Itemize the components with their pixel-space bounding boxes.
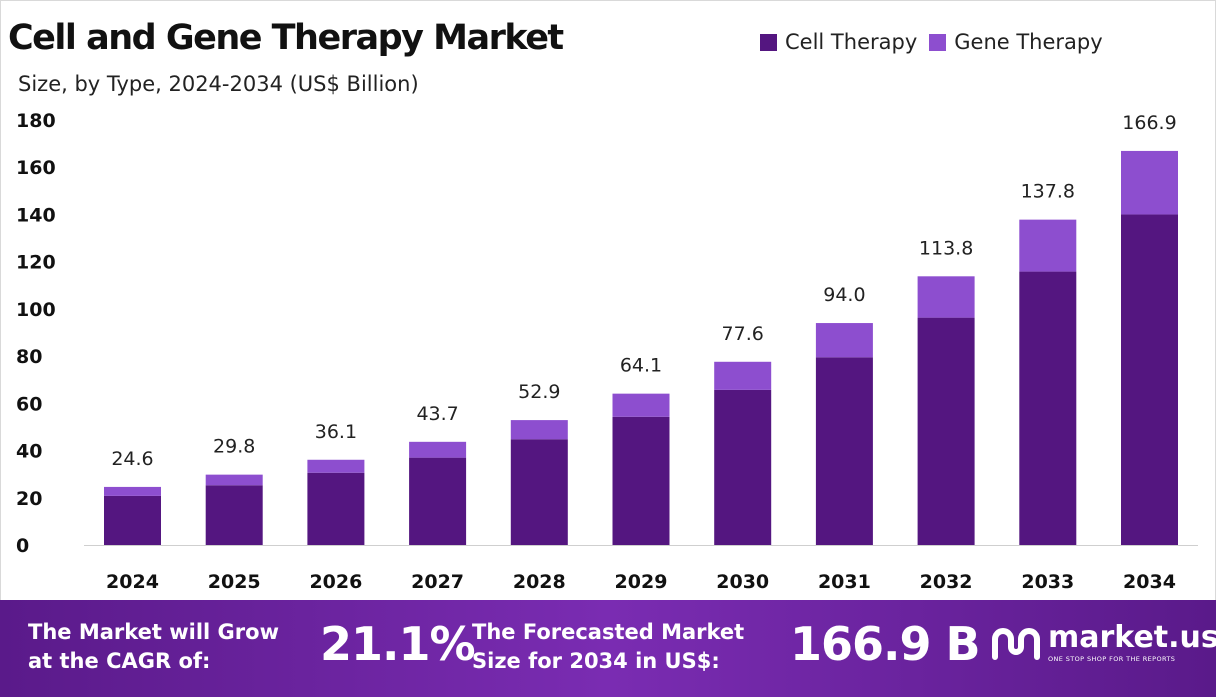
x-tick-label: 2032 [920,571,973,593]
logo-tagline: ONE STOP SHOP FOR THE REPORTS [1048,655,1176,663]
bar-cell-therapy [917,317,975,545]
chart-subtitle: Size, by Type, 2024-2034 (US$ Billion) [18,72,419,96]
x-tick-label: 2033 [1021,571,1074,593]
bar-gene-therapy [104,486,161,496]
forecast-label: The Forecasted Market Size for 2034 in U… [472,618,744,676]
y-tick-label: 180 [16,110,56,132]
bar-gene-therapy [1019,219,1077,272]
forecast-value: 166.9 B [790,617,981,671]
x-tick-label: 2024 [106,571,159,593]
bar-cell-therapy [714,389,772,545]
legend-label-gene-therapy: Gene Therapy [954,30,1103,54]
x-tick-label: 2028 [513,571,566,593]
bar-total-label: 94.0 [823,284,865,306]
bar-gene-therapy [612,393,670,417]
bar-cell-therapy [1019,271,1077,545]
cagr-value: 21.1% [320,617,476,671]
bar-cell-therapy [104,495,161,545]
y-tick-label: 160 [16,157,56,179]
bar-total-label: 43.7 [416,403,458,425]
footer-banner: The Market will Grow at the CAGR of: 21.… [0,600,1216,697]
bar-total-label: 36.1 [315,421,357,443]
y-tick-label: 60 [16,393,42,415]
legend-item-gene-therapy: Gene Therapy [929,30,1103,54]
forecast-label-line2: Size for 2034 in US$: [472,649,720,673]
forecast-label-line1: The Forecasted Market [472,620,745,644]
y-tick-label: 140 [16,204,56,226]
bar-gene-therapy [307,459,365,473]
bar-gene-therapy [917,276,975,318]
bar-total-label: 77.6 [722,323,764,345]
bar-cell-therapy [510,439,568,545]
y-tick-label: 80 [16,346,42,368]
logo-name: market.us [1048,620,1216,655]
x-tick-label: 2030 [716,571,769,593]
x-tick-label: 2026 [309,571,362,593]
y-tick-label: 40 [16,441,42,463]
bar-cell-therapy [1121,214,1178,545]
market-us-logo: market.us ONE STOP SHOP FOR THE REPORTS [990,622,1216,663]
bar-cell-therapy [612,416,670,545]
bar-cell-therapy [307,472,365,545]
market-us-logo-icon [992,627,1040,660]
bar-gene-therapy [1121,150,1178,215]
legend-item-cell-therapy: Cell Therapy [760,30,917,54]
bar-total-label: 137.8 [1021,181,1075,203]
chart-title: Cell and Gene Therapy Market [8,18,564,58]
legend-swatch-gene-therapy [929,33,947,51]
bar-gene-therapy [409,441,467,458]
stacked-bar-chart: 0 20 40 60 80 100 120 140 160 180 24.6 2024 29.8 2025… [16,110,1198,593]
y-tick-label: 100 [16,299,56,321]
bar-cell-therapy [815,357,873,545]
bar-cell-therapy [205,485,263,545]
chart-legend: Cell Therapy Gene Therapy [760,30,1115,54]
y-tick-label: 0 [16,535,29,557]
bar-total-label: 24.6 [111,448,153,470]
bar-gene-therapy [815,323,873,358]
x-tick-label: 2029 [615,571,668,593]
bar-total-label: 113.8 [919,237,973,259]
bar-total-label: 64.1 [620,355,662,377]
cagr-label: The Market will Grow at the CAGR of: [28,618,279,676]
bar-total-label: 52.9 [518,381,560,403]
cagr-label-line2: at the CAGR of: [28,649,211,673]
cagr-label-line1: The Market will Grow [28,620,279,644]
y-tick-label: 120 [16,252,56,274]
y-tick-label: 20 [16,488,42,510]
legend-label-cell-therapy: Cell Therapy [785,30,918,54]
bar-total-label: 29.8 [213,436,255,458]
bar-gene-therapy [714,361,772,390]
bar-total-label: 166.9 [1122,112,1176,134]
bar-gene-therapy [205,474,263,486]
x-tick-label: 2034 [1123,571,1176,593]
x-tick-label: 2031 [818,571,871,593]
bar-cell-therapy [409,457,467,545]
legend-swatch-cell-therapy [760,33,777,51]
x-tick-label: 2027 [411,571,464,593]
bar-gene-therapy [510,420,568,440]
x-tick-label: 2025 [208,571,261,593]
